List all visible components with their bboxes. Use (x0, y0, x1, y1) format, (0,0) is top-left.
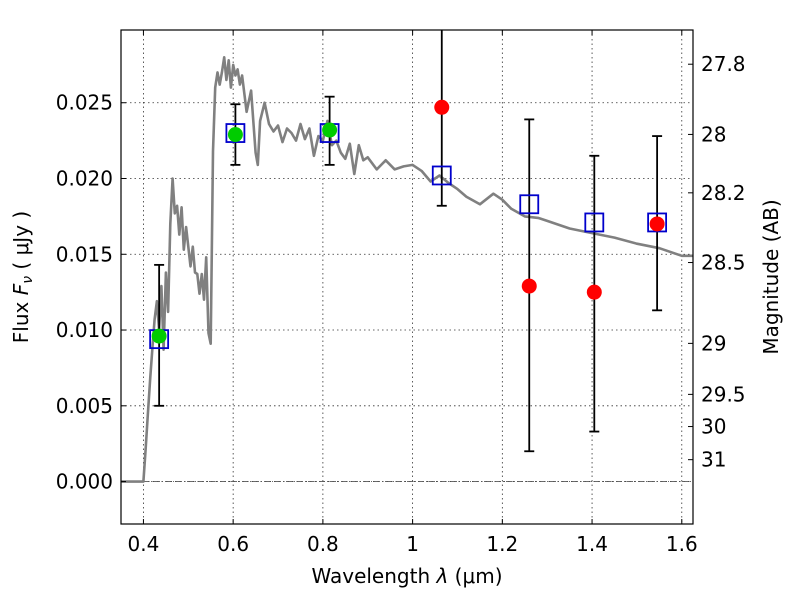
y2-axis-title: Magnitude (AB) (759, 199, 783, 354)
observed-point (227, 127, 243, 143)
x-tick-label: 1.4 (576, 532, 608, 556)
y-tick-label: 0.000 (56, 470, 113, 494)
observed-point (322, 122, 338, 138)
x-tick-label: 0.4 (128, 532, 160, 556)
model-photometry-square (584, 212, 605, 233)
grid-lines (121, 30, 693, 524)
x-tick-label: 1.2 (486, 532, 518, 556)
y2-tick-label: 29.5 (701, 382, 746, 406)
observed-point (151, 328, 167, 344)
model-photometry-square (519, 194, 540, 215)
y-tick-label: 0.005 (56, 394, 113, 418)
x-tick-labels: 0.4 0.6 0.8 1 1.2 1.4 1.6 (128, 532, 698, 556)
x-tick-label: 0.6 (217, 532, 249, 556)
axis-ticks (121, 30, 693, 524)
plot-frame (120, 29, 694, 525)
y2-tick-label: 28 (701, 122, 726, 146)
y2-tick-labels: 27.8 28 28.2 28.5 29 29.5 30 31 (701, 52, 746, 471)
x-tick-label: 0.8 (307, 532, 339, 556)
y2-tick-label: 30 (701, 415, 726, 439)
y2-tick-label: 28.2 (701, 181, 746, 205)
y-tick-label: 0.010 (56, 318, 113, 342)
y2-tick-label: 27.8 (701, 52, 746, 76)
plot-area (121, 30, 693, 483)
y-axis-title: Flux Fν ( μJy ) (9, 211, 36, 343)
observed-point (434, 99, 450, 115)
x-tick-label: 1 (406, 532, 419, 556)
x-tick-label: 1.6 (666, 532, 698, 556)
model-photometry-square (431, 165, 452, 186)
observed-point (586, 284, 602, 300)
observed-point (521, 278, 537, 294)
observed-point (649, 216, 665, 232)
y-tick-labels: 0.000 0.005 0.010 0.015 0.020 0.025 (56, 91, 113, 494)
x-axis-title: Wavelength λ (μm) (311, 564, 502, 588)
model-sed-line (121, 55, 693, 483)
y2-tick-label: 28.5 (701, 251, 746, 275)
y-tick-label: 0.015 (56, 242, 113, 266)
y-tick-label: 0.025 (56, 91, 113, 115)
y2-tick-label: 31 (701, 448, 726, 472)
y-tick-label: 0.020 (56, 167, 113, 191)
y2-tick-label: 29 (701, 331, 726, 355)
